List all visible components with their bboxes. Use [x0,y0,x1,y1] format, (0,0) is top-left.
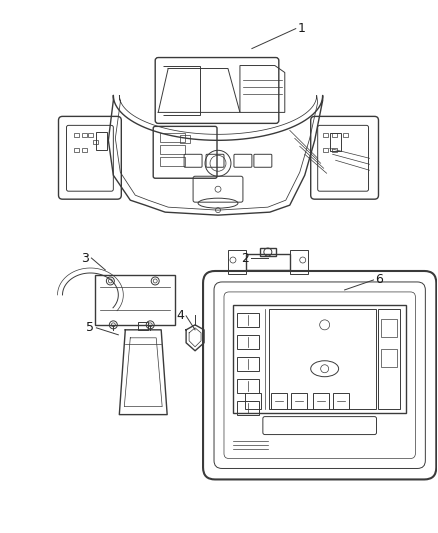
Bar [237,357,259,371]
Bar [160,133,185,142]
Text: 1: 1 [298,22,306,35]
Bar [260,248,276,256]
Text: 4: 4 [176,309,184,322]
Bar [291,393,307,409]
Bar [313,393,328,409]
Bar [381,319,397,337]
Bar [343,133,348,138]
Bar [378,309,400,409]
Bar [74,133,79,138]
Bar [96,132,107,150]
Bar [237,401,259,415]
Bar [332,393,349,409]
Bar [290,250,308,274]
Bar [323,148,328,152]
Bar [88,133,93,138]
Bar [138,322,148,330]
Bar [246,254,290,270]
Bar [332,148,337,152]
Bar [381,349,397,367]
Bar [82,133,88,138]
Bar [332,133,337,138]
Bar [271,393,287,409]
Bar [237,379,259,393]
Text: 6: 6 [375,273,383,286]
Bar [228,250,246,274]
Bar [180,135,190,143]
Bar [237,313,259,327]
Text: 5: 5 [86,321,95,334]
Bar [237,335,259,349]
Bar [74,148,79,152]
Bar [323,133,328,138]
Bar [233,305,406,413]
Bar [160,157,185,166]
Bar [330,133,341,151]
Bar [269,309,377,409]
Bar [245,393,261,409]
Bar [160,146,185,154]
Text: 2: 2 [241,252,249,264]
Bar [93,140,99,144]
Bar [82,148,88,152]
Text: 3: 3 [81,252,89,264]
Bar [95,275,175,325]
